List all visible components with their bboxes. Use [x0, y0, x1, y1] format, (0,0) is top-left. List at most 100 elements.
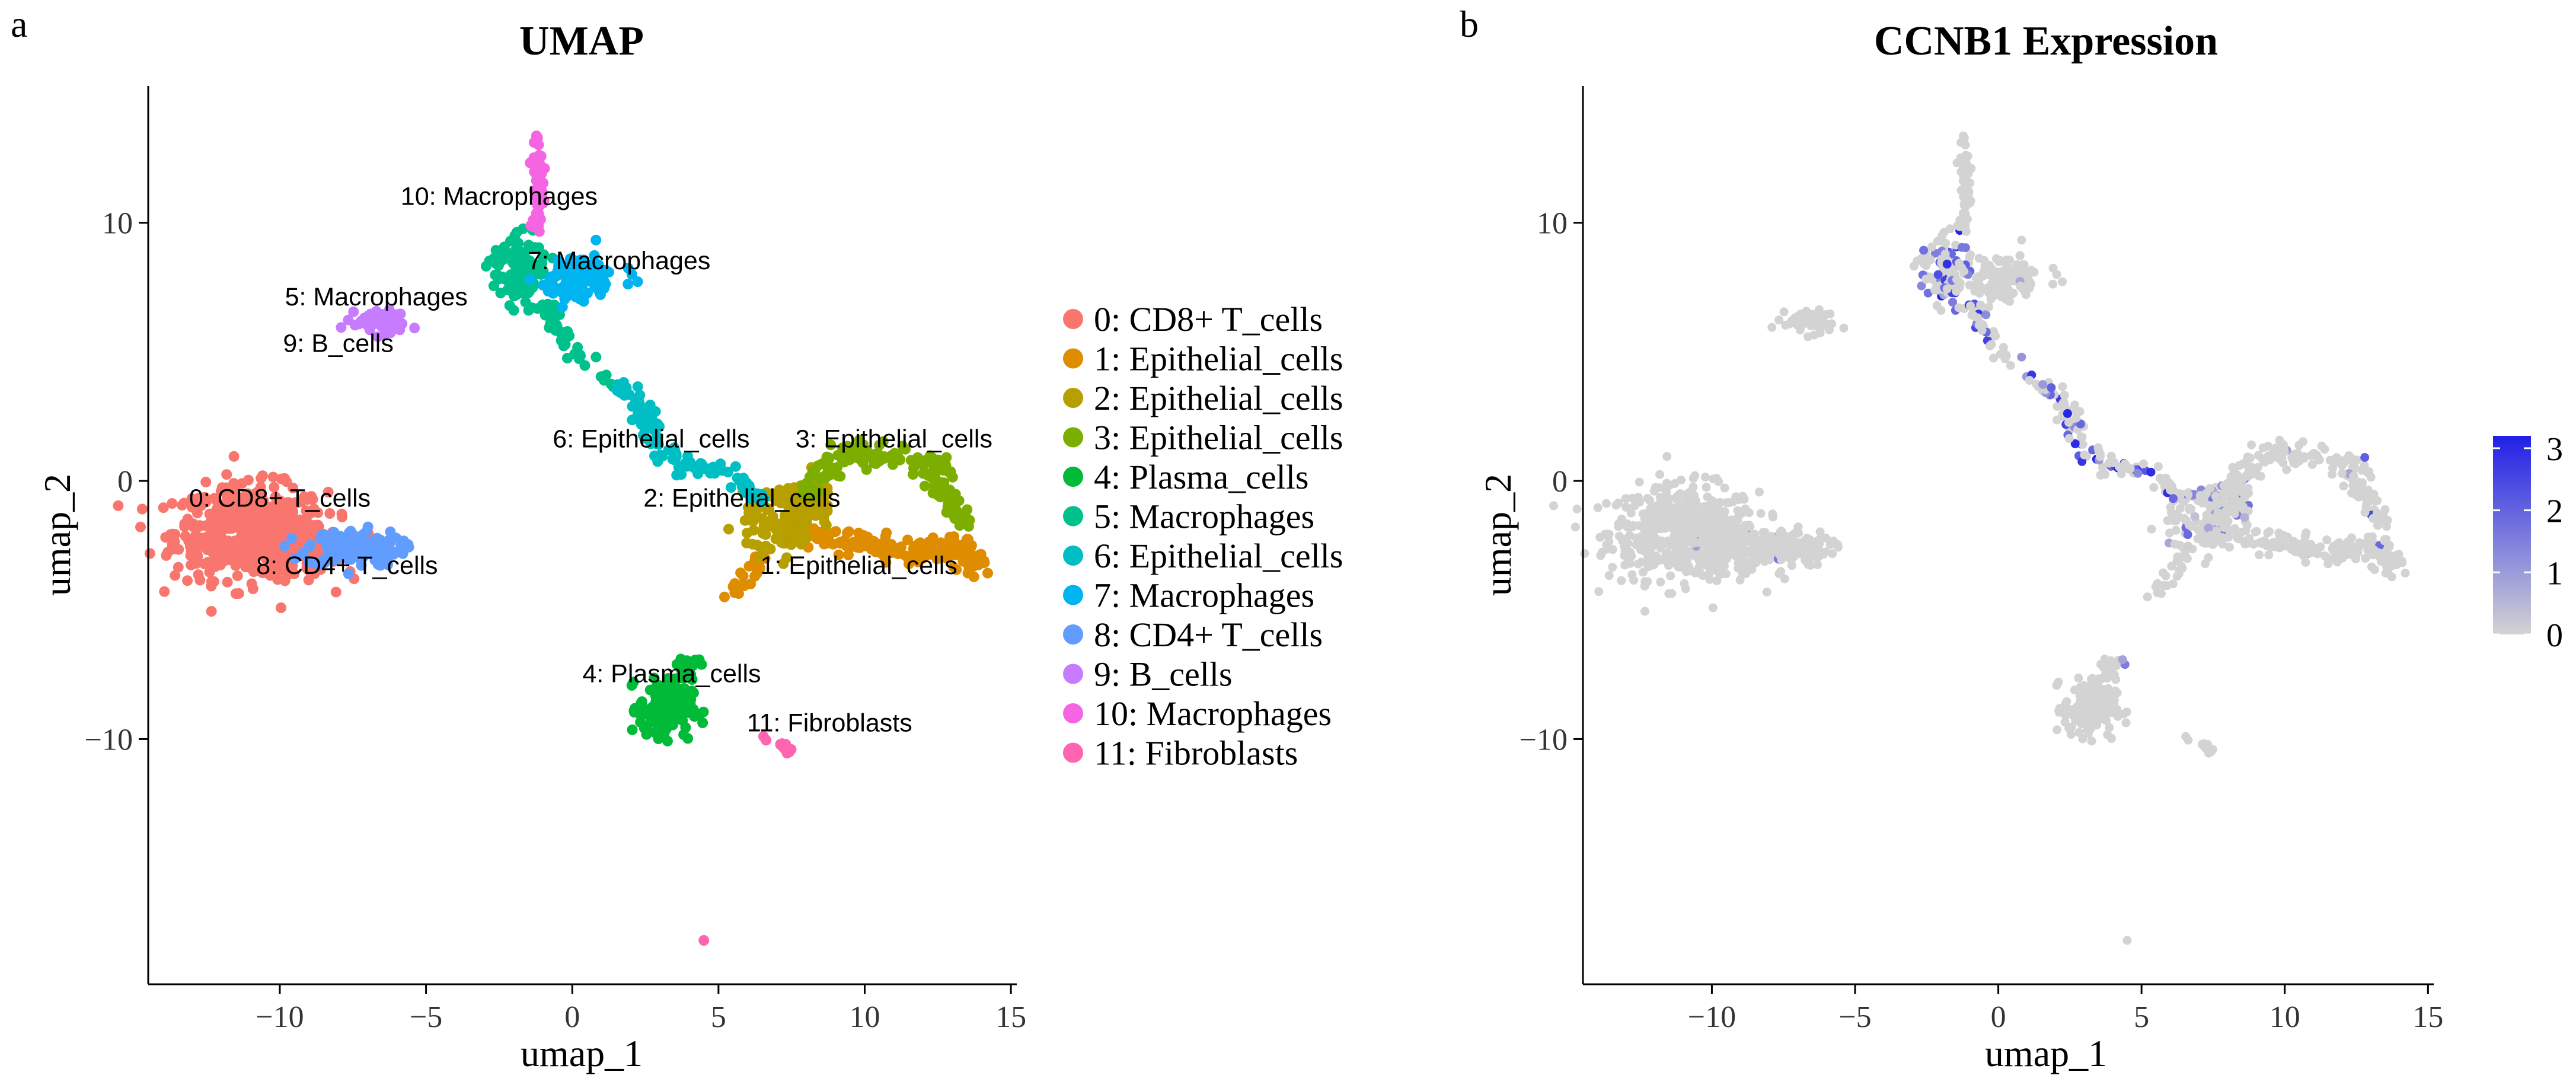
cell-point-expression [2357, 489, 2366, 498]
cell-point-expression [2117, 469, 2126, 478]
cell-point-expression [1737, 540, 1747, 550]
cell-point-expression [1745, 522, 1755, 531]
cell-point-cluster-8 [286, 532, 297, 544]
cell-point-expression [1759, 543, 1769, 552]
cell-point-cluster-1 [850, 541, 861, 552]
cell-point-expression [2060, 390, 2069, 400]
cell-point-expression [1655, 493, 1665, 502]
cell-point-expression [1596, 551, 1605, 560]
cell-point-cluster-1 [936, 539, 947, 550]
cell-point-expression [2076, 682, 2085, 692]
cell-point-expression [1966, 301, 1975, 311]
cell-point-cluster-0 [237, 478, 248, 489]
cell-point-expression [2075, 407, 2085, 416]
cell-point-cluster-0 [232, 570, 243, 582]
cell-point-cluster-0 [240, 489, 251, 500]
cell-point-cluster-8 [403, 539, 414, 550]
x-tick-label: 0 [1991, 1000, 2006, 1034]
cell-point-cluster-0 [270, 552, 281, 563]
cell-point-cluster-4 [666, 709, 678, 720]
cell-point-cluster-3 [905, 455, 917, 466]
cell-point-expression [2058, 382, 2067, 391]
cell-point-cluster-0 [222, 535, 233, 547]
cell-point-expression [1809, 552, 1819, 562]
cell-point-expression [2169, 494, 2178, 503]
cell-point-cluster-0 [323, 486, 334, 497]
cell-point-expression [2382, 562, 2392, 572]
cell-point-cluster-8 [314, 560, 325, 571]
cell-point-cluster-0 [113, 500, 124, 511]
cell-point-expression [1952, 287, 1961, 296]
cell-point-expression [1939, 228, 1949, 237]
cell-point-expression [2179, 497, 2188, 507]
x-tick-label: −10 [256, 1000, 304, 1034]
cluster-annotation: 7: Macrophages [528, 247, 710, 275]
cell-point-cluster-5 [526, 302, 538, 313]
cell-point-cluster-1 [961, 535, 972, 547]
cell-point-expression [1708, 603, 1718, 613]
cell-point-expression [2374, 548, 2383, 557]
cluster-annotation: 10: Macrophages [401, 182, 598, 210]
cell-point-cluster-3 [956, 511, 967, 522]
cell-point-expression [2087, 674, 2097, 683]
cell-point-expression [2234, 532, 2243, 542]
cell-point-expression [2201, 744, 2211, 752]
cell-point-expression [1760, 528, 1770, 537]
cell-point-expression [1580, 549, 1589, 558]
cell-point-expression [2146, 467, 2156, 477]
cell-point-expression [1754, 487, 1764, 497]
cell-point-cluster-8 [279, 540, 291, 551]
cell-point-expression [1621, 502, 1631, 512]
x-axis-title-b: umap_1 [1985, 1032, 2107, 1074]
cell-point-expression [2138, 459, 2148, 468]
cell-point-expression [2017, 235, 2026, 245]
cell-point-expression [2349, 459, 2358, 468]
y-tick-label: 0 [1552, 465, 1568, 499]
cell-point-expression [1962, 159, 1971, 168]
cell-point-expression [2076, 432, 2086, 442]
y-tick-label: 0 [117, 465, 133, 499]
cell-point-expression [1652, 524, 1662, 534]
cell-point-expression [2017, 352, 2026, 362]
umap-title: UMAP [519, 18, 644, 64]
cell-point-expression [1767, 323, 1777, 332]
cell-point-expression [1651, 512, 1660, 522]
cell-point-expression [2095, 452, 2105, 461]
cell-point-expression [1712, 541, 1722, 551]
cell-point-expression [1933, 270, 1943, 279]
cell-point-expression [1940, 249, 1950, 259]
cell-point-expression [1981, 310, 1991, 320]
cell-point-cluster-1 [840, 538, 851, 549]
cell-point-cluster-0 [267, 471, 279, 483]
cell-point-expression [1643, 494, 1652, 503]
cell-point-cluster-7 [545, 279, 556, 291]
cell-point-cluster-8 [328, 527, 340, 538]
cell-point-expression [2007, 289, 2017, 299]
cell-point-expression [1664, 589, 1674, 598]
cell-point-expression [2018, 260, 2028, 270]
y-axis-title-b: umap_2 [1477, 474, 1519, 596]
cell-point-expression [2274, 528, 2284, 538]
cell-point-expression [1818, 314, 1828, 323]
cluster-annotation: 3: Epithelial_cells [796, 425, 992, 453]
colorbar-tick-label: 1 [2546, 555, 2563, 592]
cell-point-expression [1921, 275, 1931, 284]
cell-point-expression [1768, 536, 1777, 546]
cell-point-expression [1825, 325, 1834, 334]
cell-point-cluster-0 [179, 518, 190, 529]
cell-point-cluster-5 [494, 257, 505, 268]
cell-point-cluster-8 [388, 548, 400, 560]
cell-point-expression [2183, 530, 2192, 540]
cell-point-expression [2082, 713, 2092, 722]
cluster-annotation: 4: Plasma_cells [582, 660, 761, 688]
cell-point-expression [1959, 133, 1969, 142]
x-tick-label: 5 [711, 1000, 726, 1034]
cell-point-cluster-5 [550, 325, 561, 336]
cell-point-cluster-0 [182, 575, 193, 586]
cell-point-expression [2282, 465, 2291, 474]
cell-point-cluster-1 [979, 557, 990, 568]
legend-key-5 [1063, 506, 1083, 527]
legend-label-3: 3: Epithelial_cells [1094, 419, 1343, 457]
cell-point-expression [2076, 701, 2085, 711]
